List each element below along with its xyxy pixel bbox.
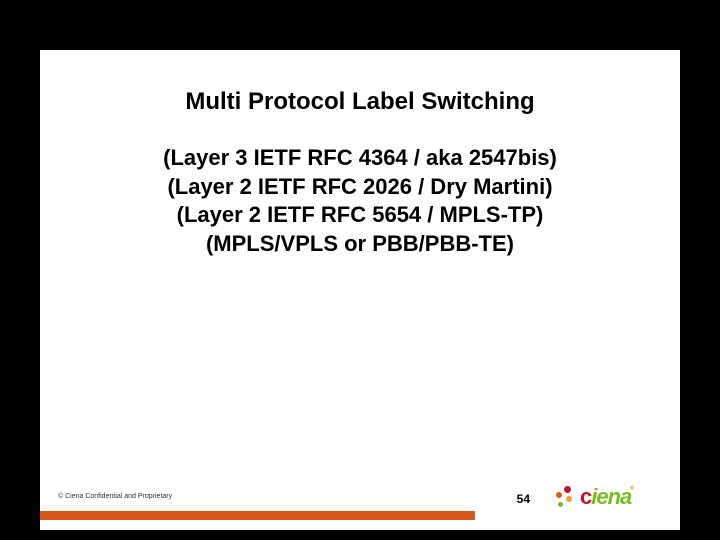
ciena-logo: ciena® xyxy=(554,484,664,514)
page-number: 54 xyxy=(517,492,530,506)
body-line-1: (Layer 3 IETF RFC 4364 / aka 2547bis) xyxy=(40,144,680,173)
footer-accent-bar xyxy=(40,511,475,520)
body-line-4: (MPLS/VPLS or PBB/PBB-TE) xyxy=(40,230,680,259)
body-line-2: (Layer 2 IETF RFC 2026 / Dry Martini) xyxy=(40,173,680,202)
logo-tm-mark: ® xyxy=(630,486,633,492)
logo-dot xyxy=(566,496,572,502)
logo-wordmark: ciena® xyxy=(580,484,631,510)
logo-dot xyxy=(556,492,562,498)
logo-letters-iena: iena xyxy=(591,484,631,509)
slide-footer: © Ciena Confidential and Proprietary 54 … xyxy=(40,486,680,520)
logo-dot xyxy=(558,502,563,507)
slide-body: (Layer 3 IETF RFC 4364 / aka 2547bis) (L… xyxy=(40,144,680,258)
logo-dot xyxy=(564,486,571,493)
slide-title: Multi Protocol Label Switching xyxy=(40,88,680,116)
logo-letter-c: c xyxy=(580,484,591,509)
slide-container: Multi Protocol Label Switching (Layer 3 … xyxy=(40,50,680,530)
body-line-3: (Layer 2 IETF RFC 5654 / MPLS-TP) xyxy=(40,201,680,230)
copyright-text: © Ciena Confidential and Proprietary xyxy=(58,493,172,500)
